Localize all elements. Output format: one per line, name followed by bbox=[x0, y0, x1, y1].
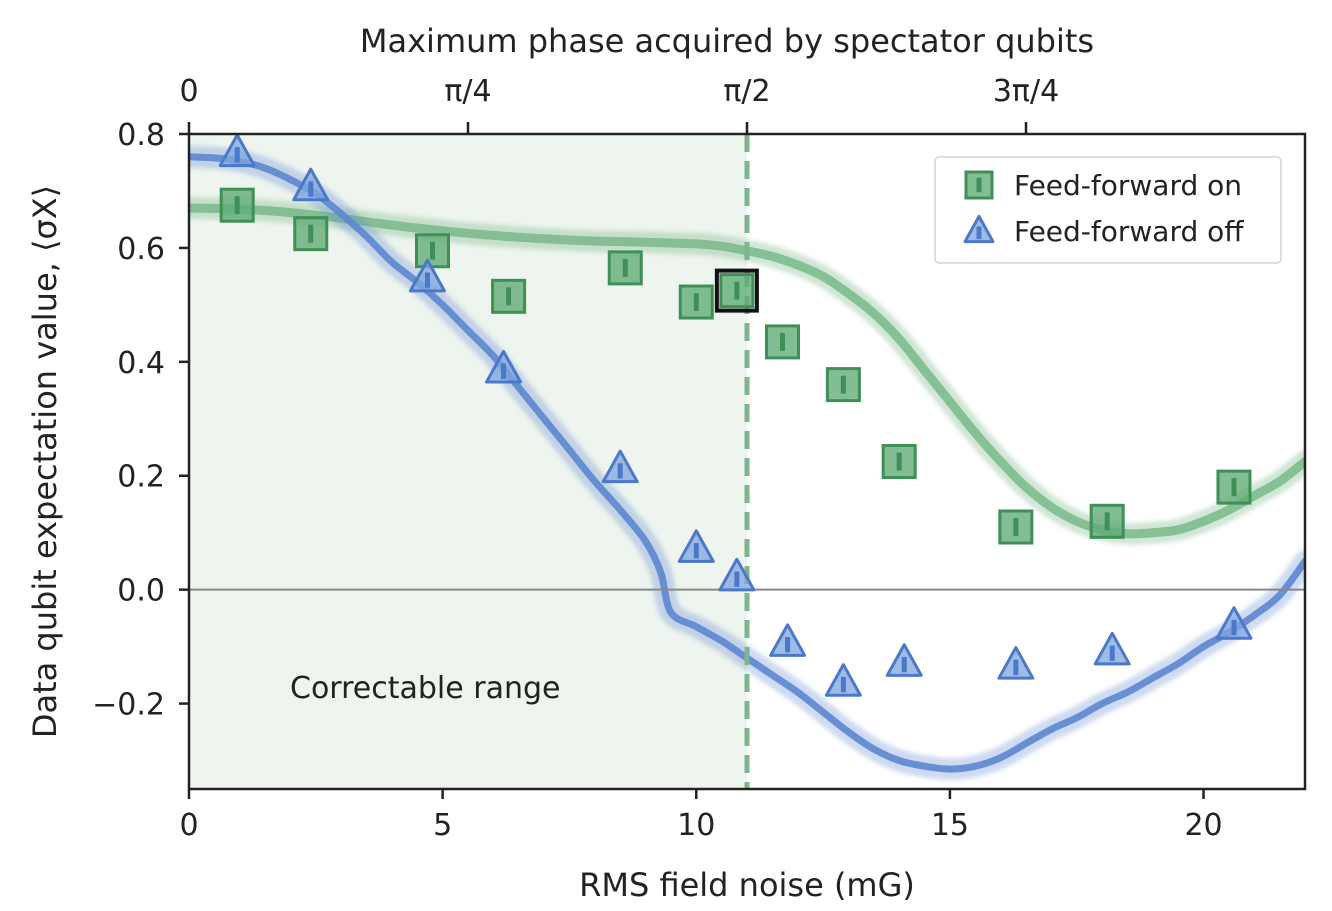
feed-forward-off-point bbox=[824, 663, 862, 697]
x-tick-label: 15 bbox=[931, 808, 969, 843]
feed-forward-off-simulation-curve bbox=[189, 153, 1305, 773]
x-tick-label: 10 bbox=[677, 808, 715, 843]
feed-forward-on-simulation-curve bbox=[189, 203, 1305, 539]
feed-forward-on-point bbox=[414, 233, 450, 269]
feed-forward-off-point bbox=[885, 643, 923, 677]
feed-forward-off-point bbox=[218, 133, 256, 168]
y-tick-label: 0.2 bbox=[117, 460, 165, 495]
top-axis-title: Maximum phase acquired by spectator qubi… bbox=[360, 22, 1094, 60]
top-tick-label: 3π/4 bbox=[993, 74, 1059, 109]
correctable-range-label: Correctable range bbox=[290, 671, 560, 706]
legend: Feed-forward on Feed-forward off bbox=[934, 156, 1282, 264]
y-tick-label: 0.6 bbox=[117, 232, 165, 267]
feed-forward-off-point bbox=[601, 449, 639, 484]
feed-forward-on-point bbox=[881, 444, 917, 479]
feed-forward-on-point bbox=[491, 278, 527, 314]
feed-forward-off-point bbox=[718, 557, 756, 592]
feed-forward-on-point bbox=[765, 324, 801, 360]
feed-forward-off-point bbox=[1215, 606, 1253, 640]
feed-forward-off-point bbox=[292, 167, 330, 202]
feed-forward-on-point bbox=[1089, 503, 1125, 539]
feed-forward-on-point bbox=[607, 250, 643, 286]
legend-box bbox=[934, 156, 1282, 264]
y-tick-label: 0.8 bbox=[117, 118, 165, 153]
top-tick-label: π/4 bbox=[444, 74, 491, 109]
top-tick-label: 0 bbox=[179, 74, 198, 109]
top-tick-label: π/2 bbox=[723, 74, 770, 109]
x-tick-label: 20 bbox=[1184, 808, 1222, 843]
feed-forward-off-point bbox=[677, 529, 715, 563]
feed-forward-on-point bbox=[293, 216, 329, 252]
feed-forward-on-point bbox=[678, 284, 714, 320]
feed-forward-off-point bbox=[408, 258, 446, 293]
legend-square-marker-icon bbox=[964, 170, 994, 200]
feed-forward-off-point bbox=[769, 623, 807, 657]
y-tick-label: 0.4 bbox=[117, 346, 165, 381]
feed-forward-on-point bbox=[1216, 469, 1252, 505]
x-tick-label: 0 bbox=[179, 808, 198, 843]
feed-forward-on-point bbox=[219, 187, 255, 223]
feed-forward-off-point bbox=[997, 646, 1035, 680]
x-tick-label: 5 bbox=[433, 808, 452, 843]
feed-forward-off-point bbox=[1093, 631, 1131, 666]
legend-feed-forward-off-label: Feed-forward off bbox=[1014, 215, 1244, 248]
y-tick-label: −0.2 bbox=[92, 688, 165, 723]
y-axis-title: Data qubit expectation value, ⟨σX⟩ bbox=[26, 185, 64, 738]
feed-forward-on-point bbox=[714, 268, 759, 313]
feed-forward-on-point bbox=[998, 509, 1034, 545]
x-axis-title: RMS field noise (mG) bbox=[579, 866, 915, 904]
legend-feed-forward-on-label: Feed-forward on bbox=[1014, 169, 1242, 202]
y-tick-label: 0.0 bbox=[117, 574, 165, 609]
feed-forward-on-point bbox=[825, 367, 861, 403]
feed-forward-off-point bbox=[485, 349, 523, 384]
legend-triangle-marker-icon bbox=[963, 214, 995, 244]
